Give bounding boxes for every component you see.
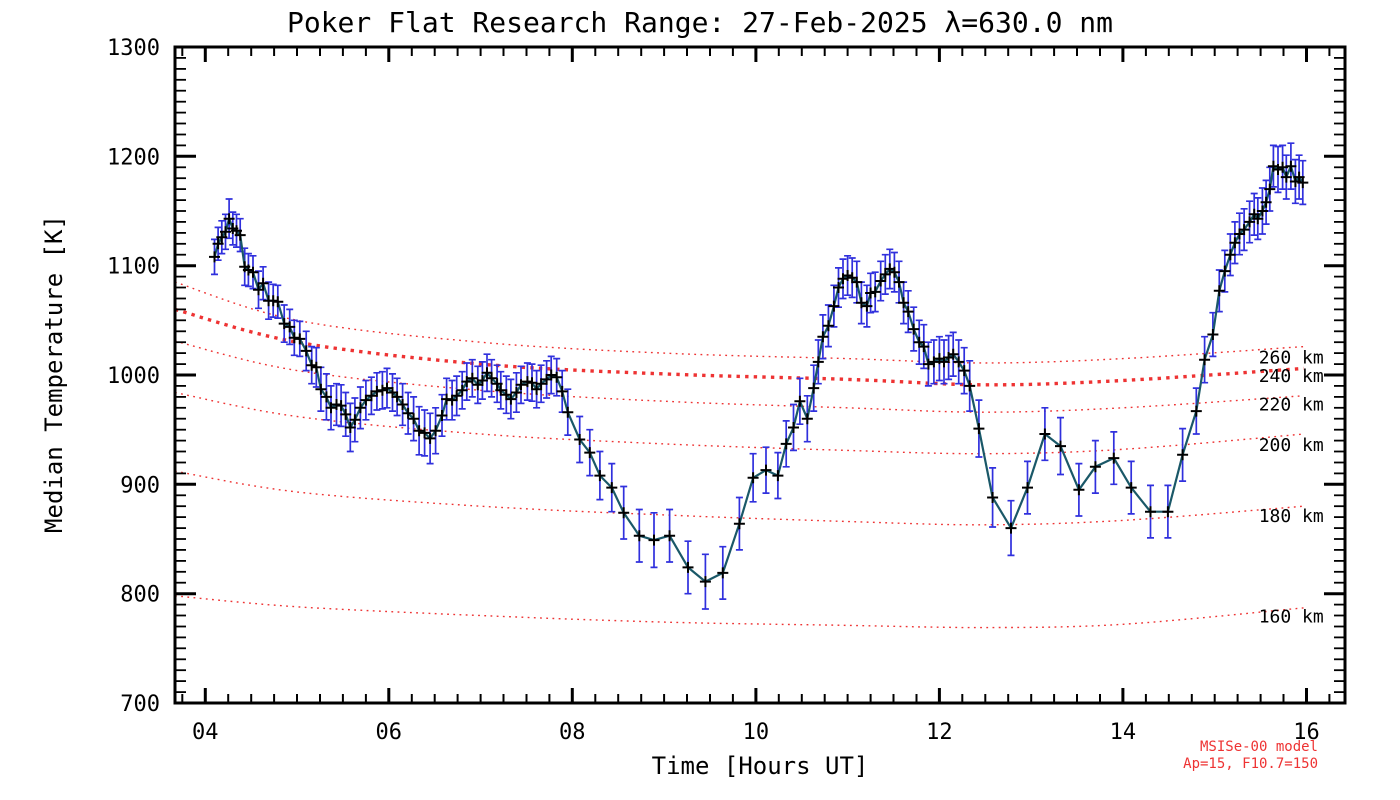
- x-tick-label: 14: [1110, 720, 1137, 745]
- model-line-label-260km: 260 km: [1259, 348, 1324, 369]
- y-tick-labels: 700 800 900 1000 1100 1200 1300: [107, 36, 160, 717]
- x-tick-label: 04: [192, 720, 219, 745]
- x-tick-label: 16: [1293, 720, 1320, 745]
- x-tick-label: 06: [376, 720, 403, 745]
- error-bars: [211, 142, 1307, 610]
- y-tick-label: 1300: [107, 36, 160, 61]
- plus-marker-path: [209, 160, 1309, 588]
- model-annotation: MSISe-00 model Ap=15, F10.7=150: [1183, 739, 1318, 773]
- x-axis-label: Time [Hours UT]: [651, 752, 869, 780]
- y-tick-label: 1000: [107, 364, 160, 389]
- plot-border: [173, 45, 1347, 705]
- error-bar-path: [211, 142, 1307, 610]
- model-line-label-240km: 240 km: [1259, 366, 1324, 387]
- y-tick-label: 800: [120, 583, 160, 608]
- data-point-markers: [209, 160, 1309, 588]
- model-line-180km: [174, 470, 1304, 526]
- model-line-label-220km: 220 km: [1259, 395, 1324, 416]
- model-line-160km: [174, 595, 1304, 629]
- model-annotation-name: MSISe-00 model: [1199, 739, 1318, 755]
- x-tick-labels: 04 06 08 10 12 14 16: [192, 720, 1320, 745]
- chart-title: Poker Flat Research Range: 27-Feb-2025 λ…: [286, 6, 1113, 39]
- y-tick-label: 1100: [107, 255, 160, 280]
- x-axis-ticks: [181, 48, 1331, 702]
- model-annotation-params: Ap=15, F10.7=150: [1183, 756, 1318, 772]
- y-tick-label: 700: [120, 692, 160, 717]
- y-axis-label: Median Temperature [K]: [40, 215, 68, 533]
- model-line-label-180km: 180 km: [1259, 506, 1324, 527]
- model-line-label-200km: 200 km: [1259, 435, 1324, 456]
- x-tick-label: 10: [743, 720, 770, 745]
- y-tick-label: 900: [120, 473, 160, 498]
- x-tick-label: 08: [559, 720, 586, 745]
- model-line-240km: [174, 307, 1304, 387]
- y-axis-ticks: [176, 45, 1344, 705]
- model-lines: [174, 281, 1304, 629]
- x-tick-label: 12: [926, 720, 953, 745]
- model-line-200km: [174, 391, 1304, 455]
- y-tick-label: 1200: [107, 145, 160, 170]
- model-line-label-160km: 160 km: [1259, 607, 1324, 628]
- model-line-260km: [174, 281, 1304, 364]
